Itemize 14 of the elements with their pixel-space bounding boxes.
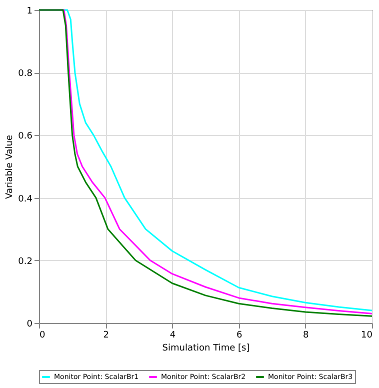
x-tick-label: 0 bbox=[40, 330, 46, 340]
y-tick-label: 0 bbox=[26, 320, 33, 330]
y-tick-label: 0.2 bbox=[18, 256, 32, 267]
x-tick-label: 2 bbox=[103, 330, 109, 340]
y-tick-label: 0.4 bbox=[18, 194, 33, 204]
y-tick-label: 1 bbox=[26, 6, 32, 16]
y-axis-title: Variable Value bbox=[5, 134, 16, 200]
x-tick-label: 4 bbox=[170, 330, 176, 340]
x-axis-title: Simulation Time [s] bbox=[162, 344, 250, 354]
x-tick-label: 10 bbox=[361, 330, 373, 340]
x-tick-label: 6 bbox=[236, 330, 242, 340]
y-tick-label: 0.8 bbox=[18, 69, 33, 80]
y-tick-label: 0.6 bbox=[18, 132, 33, 142]
x-tick-label: 8 bbox=[303, 330, 310, 340]
